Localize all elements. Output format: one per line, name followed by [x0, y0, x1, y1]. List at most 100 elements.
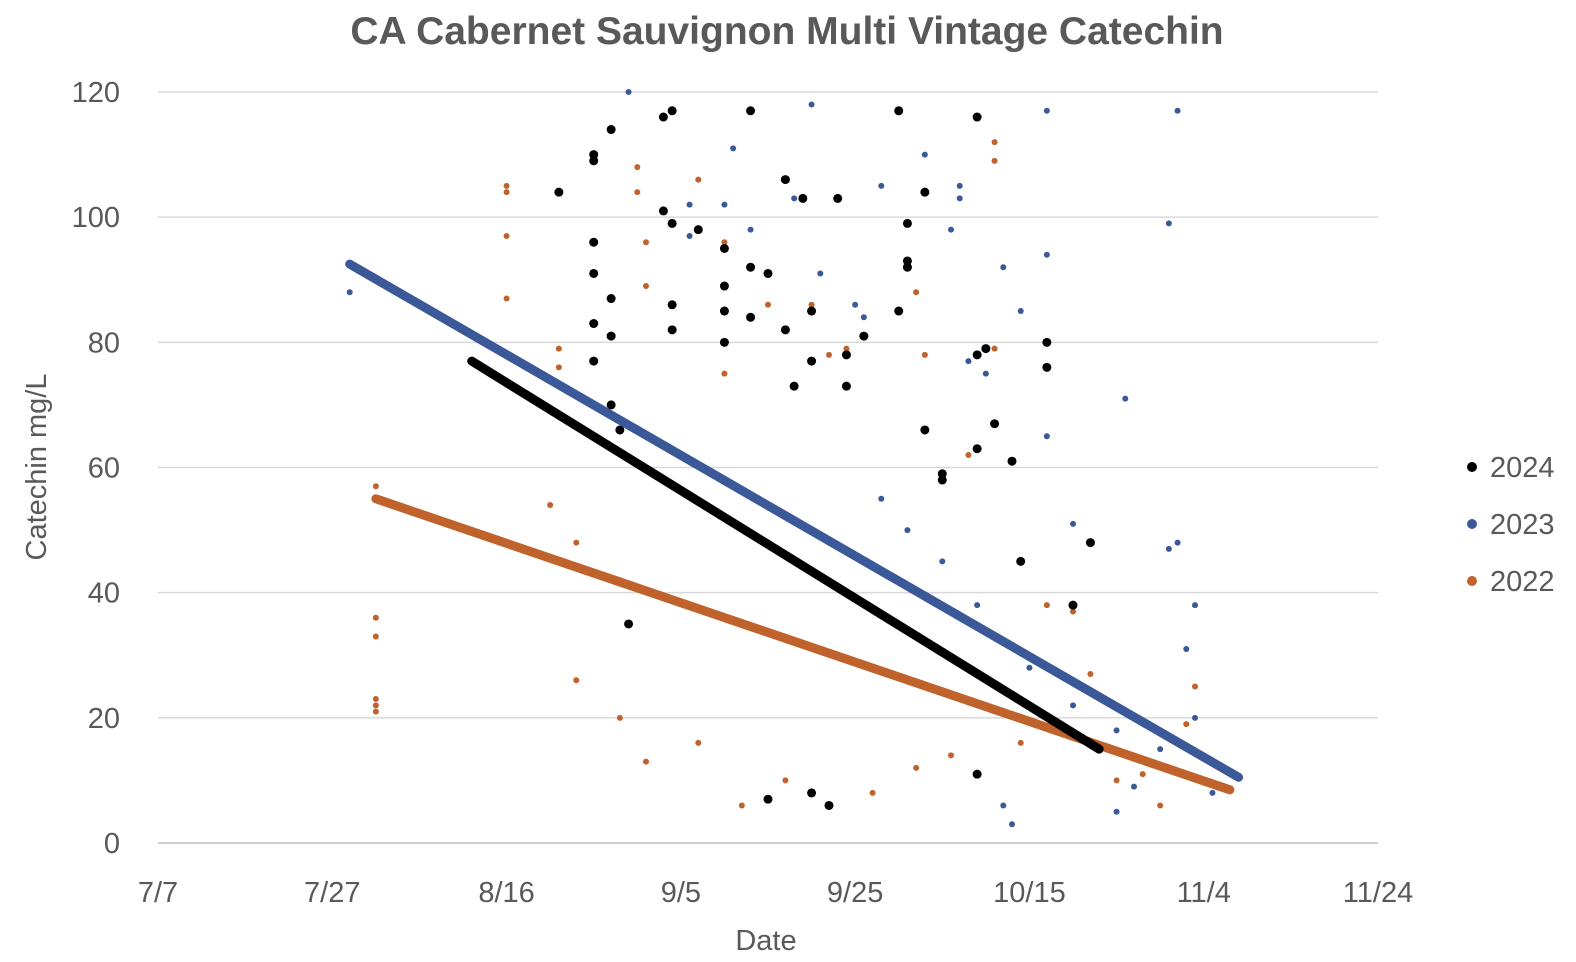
data-point-2023 [1026, 664, 1033, 671]
data-point-2023 [1183, 645, 1190, 652]
data-point-2022 [913, 289, 920, 296]
data-point-2024 [972, 769, 982, 779]
data-point-2024 [667, 106, 677, 116]
data-point-2022 [372, 708, 379, 715]
data-point-2024 [719, 281, 729, 291]
data-point-2024 [1085, 538, 1095, 548]
data-point-2022 [738, 802, 745, 809]
data-point-2024 [746, 312, 756, 322]
x-tick-label: 9/5 [661, 877, 701, 909]
data-point-2024 [606, 294, 616, 304]
legend-label-2024: 2024 [1490, 452, 1555, 484]
data-point-2022 [1157, 802, 1164, 809]
data-point-2022 [503, 295, 510, 302]
data-point-2023 [1192, 714, 1198, 721]
data-point-2024 [894, 106, 904, 116]
legend-marker-2023 [1467, 519, 1477, 529]
data-point-2022 [808, 301, 815, 308]
data-point-2023 [1043, 107, 1050, 114]
data-point-2022 [1183, 721, 1190, 728]
y-tick-label: 100 [72, 202, 120, 234]
data-point-2024 [807, 306, 817, 316]
data-point-2022 [721, 239, 728, 246]
data-point-2022 [869, 789, 876, 796]
data-point-2023 [878, 182, 885, 189]
data-point-2024 [606, 125, 616, 135]
data-point-2023 [1070, 520, 1076, 527]
data-point-2024 [902, 218, 912, 228]
data-point-2022 [1192, 683, 1198, 690]
data-point-2022 [765, 301, 771, 308]
data-point-2022 [826, 351, 832, 358]
y-tick-label: 60 [88, 453, 120, 485]
data-point-2024 [624, 619, 634, 629]
data-point-2024 [990, 419, 1000, 429]
y-tick-label: 120 [72, 77, 120, 109]
data-point-2023 [817, 270, 824, 277]
data-point-2022 [1139, 771, 1146, 778]
data-point-2024 [763, 794, 773, 804]
data-point-2024 [894, 306, 904, 316]
data-point-2024 [981, 344, 991, 354]
data-point-2024 [833, 193, 843, 203]
data-point-2023 [939, 558, 946, 565]
data-point-2023 [956, 182, 963, 189]
data-point-2024 [937, 469, 947, 479]
data-point-2023 [1157, 746, 1164, 753]
data-point-2024 [859, 331, 869, 341]
data-point-2023 [860, 314, 867, 321]
legend-marker-2022 [1467, 576, 1477, 586]
data-point-2023 [1165, 545, 1172, 552]
data-point-2022 [991, 139, 998, 146]
data-point-2022 [555, 345, 562, 352]
data-point-2023 [1017, 308, 1024, 315]
data-point-2022 [695, 739, 702, 746]
legend-label-2023: 2023 [1490, 509, 1555, 541]
data-point-2023 [1000, 802, 1007, 809]
data-point-2024 [589, 237, 599, 247]
data-point-2023 [965, 358, 972, 365]
data-point-2022 [1070, 608, 1076, 615]
data-point-2022 [555, 364, 562, 371]
x-tick-label: 8/16 [478, 877, 534, 909]
data-point-2024 [937, 475, 947, 485]
data-point-2024 [763, 268, 773, 278]
data-point-2023 [1043, 251, 1050, 258]
data-point-2022 [634, 189, 641, 196]
data-point-2024 [615, 425, 625, 435]
data-point-2024 [589, 156, 599, 166]
y-tick-label: 40 [88, 578, 120, 610]
x-tick-label: 7/7 [138, 877, 178, 909]
x-tick-label: 11/4 [1177, 877, 1231, 909]
data-point-2022 [573, 677, 580, 684]
data-point-2024 [920, 187, 930, 197]
data-point-2023 [1009, 821, 1015, 828]
data-point-2024 [667, 325, 677, 335]
data-point-2023 [948, 226, 954, 233]
data-point-2022 [948, 752, 954, 759]
trendline-2024 [467, 356, 1104, 754]
data-point-2023 [808, 101, 815, 108]
data-point-2023 [730, 145, 737, 152]
data-point-2022 [643, 239, 649, 246]
data-point-2022 [372, 614, 379, 621]
data-point-2022 [843, 345, 850, 352]
data-point-2023 [956, 195, 963, 202]
data-point-2024 [824, 800, 834, 810]
y-tick-label: 80 [88, 327, 120, 359]
data-point-2024 [841, 381, 851, 391]
data-point-2024 [589, 268, 599, 278]
data-point-2024 [719, 306, 729, 316]
data-point-2022 [782, 777, 789, 784]
data-point-2024 [589, 356, 599, 366]
data-point-2023 [1043, 433, 1050, 440]
data-point-2024 [807, 356, 817, 366]
data-point-2022 [1017, 739, 1024, 746]
data-point-2023 [904, 527, 911, 534]
data-point-2022 [721, 370, 728, 377]
data-point-2024 [789, 381, 799, 391]
data-point-2023 [1209, 789, 1216, 796]
data-point-2024 [746, 106, 756, 116]
data-point-2024 [719, 243, 729, 253]
